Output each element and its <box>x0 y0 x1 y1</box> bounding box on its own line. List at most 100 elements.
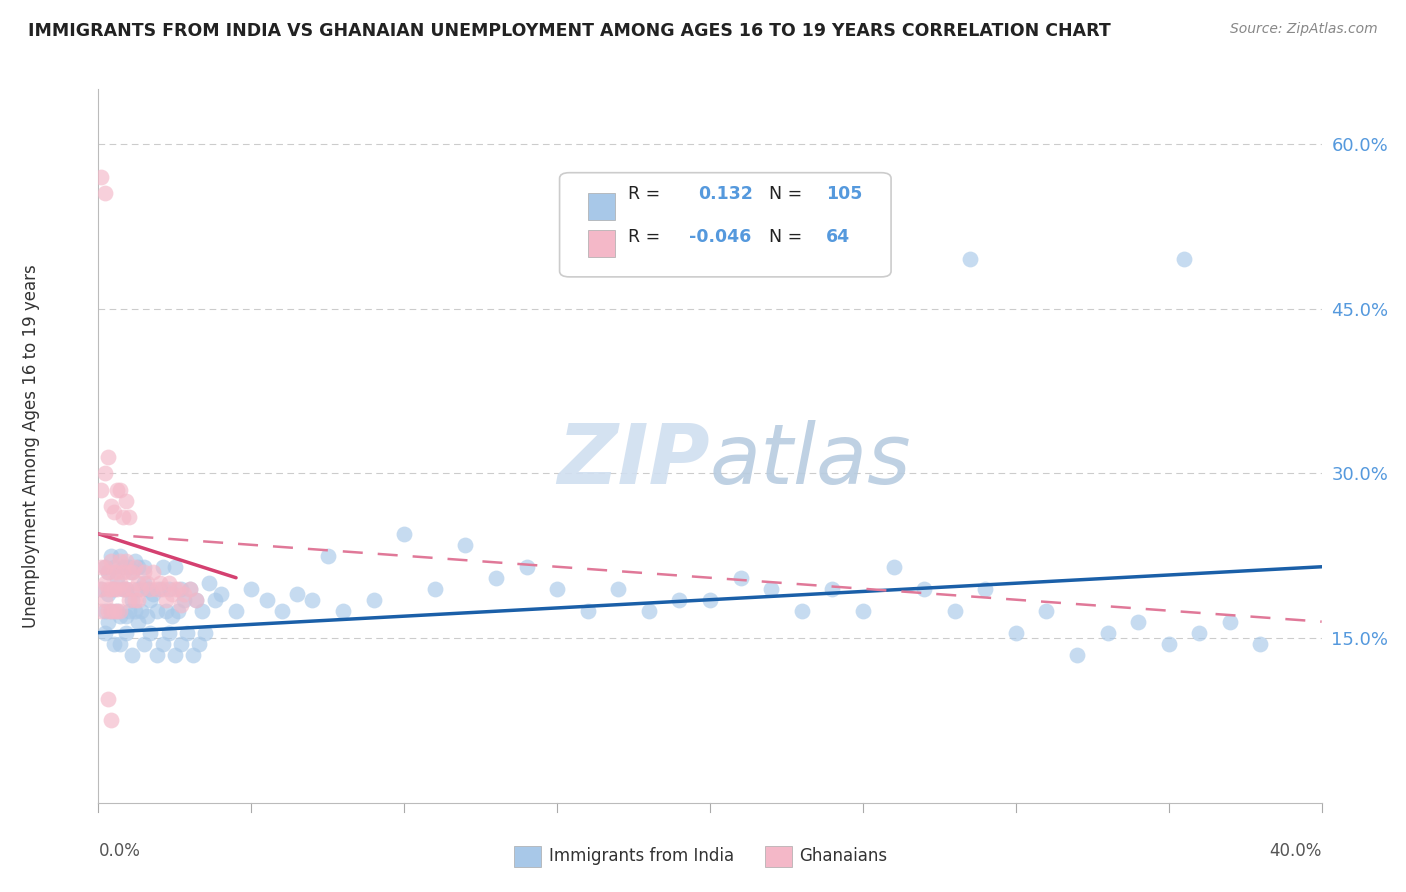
Point <box>225 604 247 618</box>
Point <box>316 549 339 563</box>
Point <box>155 604 177 618</box>
Point <box>121 582 143 596</box>
Point <box>124 559 146 574</box>
Point <box>124 604 146 618</box>
Point <box>790 604 813 618</box>
Point <box>285 587 308 601</box>
Text: N =: N = <box>769 228 801 246</box>
Point <box>105 582 128 596</box>
Point <box>127 592 149 607</box>
Text: Ghanaians: Ghanaians <box>800 847 887 865</box>
Point <box>163 648 186 662</box>
Point <box>103 566 125 580</box>
Point <box>197 576 219 591</box>
Point <box>454 538 477 552</box>
Point <box>170 637 193 651</box>
Point <box>332 604 354 618</box>
Point <box>121 566 143 580</box>
Point <box>546 582 568 596</box>
Point <box>108 554 131 568</box>
Point <box>115 625 138 640</box>
Point <box>97 582 120 596</box>
Point <box>111 559 134 574</box>
Point <box>129 582 152 596</box>
Point <box>105 604 128 618</box>
Point <box>136 576 159 591</box>
Point <box>134 566 156 580</box>
Point <box>90 582 112 596</box>
Point <box>188 637 211 651</box>
FancyBboxPatch shape <box>560 173 891 277</box>
Point <box>111 582 134 596</box>
Text: 64: 64 <box>827 228 851 246</box>
Point <box>90 582 112 596</box>
Text: 0.132: 0.132 <box>697 186 752 203</box>
Point <box>118 510 141 524</box>
Point <box>100 582 122 596</box>
Point <box>139 625 162 640</box>
Point <box>173 592 195 607</box>
Point <box>103 582 125 596</box>
Point <box>105 571 128 585</box>
Point <box>108 609 131 624</box>
Point <box>134 559 156 574</box>
Point <box>90 604 112 618</box>
Point <box>134 576 156 591</box>
Point <box>139 592 162 607</box>
Point <box>155 592 177 607</box>
Point <box>100 714 122 728</box>
Point <box>1188 625 1211 640</box>
Point <box>912 582 935 596</box>
Point <box>100 500 122 514</box>
Point <box>142 566 165 580</box>
Point <box>152 582 174 596</box>
Point <box>145 604 167 618</box>
Point <box>115 609 138 624</box>
Point <box>105 604 128 618</box>
Point <box>240 582 263 596</box>
Point <box>129 604 152 618</box>
Point <box>118 604 141 618</box>
Point <box>108 549 131 563</box>
Point <box>301 592 323 607</box>
Point <box>270 604 292 618</box>
Point <box>145 648 167 662</box>
Point <box>118 559 141 574</box>
Text: Unemployment Among Ages 16 to 19 years: Unemployment Among Ages 16 to 19 years <box>22 264 41 628</box>
Text: -0.046: -0.046 <box>689 228 751 246</box>
Point <box>1004 625 1026 640</box>
FancyBboxPatch shape <box>588 193 614 219</box>
Point <box>699 592 721 607</box>
Point <box>103 582 125 596</box>
Point <box>93 559 115 574</box>
Point <box>127 576 149 591</box>
Point <box>124 592 146 607</box>
Text: Source: ZipAtlas.com: Source: ZipAtlas.com <box>1230 22 1378 37</box>
Point <box>124 554 146 568</box>
Point <box>186 592 208 607</box>
Point <box>204 592 226 607</box>
Text: R =: R = <box>628 186 661 203</box>
Point <box>115 494 138 508</box>
Point <box>90 559 112 574</box>
Point <box>1249 637 1271 651</box>
Point <box>103 604 125 618</box>
Point <box>108 483 131 497</box>
Point <box>191 604 214 618</box>
Point <box>127 582 149 596</box>
Point <box>100 549 122 563</box>
Point <box>637 604 661 618</box>
Point <box>179 582 201 596</box>
Point <box>93 592 115 607</box>
Point <box>97 587 120 601</box>
Text: R =: R = <box>628 228 661 246</box>
Point <box>163 582 186 596</box>
Point <box>1066 648 1088 662</box>
Point <box>97 691 120 706</box>
Point <box>121 648 143 662</box>
Point <box>100 554 122 568</box>
FancyBboxPatch shape <box>765 846 792 867</box>
Point <box>121 592 143 607</box>
Point <box>194 625 217 640</box>
Point <box>105 483 128 497</box>
